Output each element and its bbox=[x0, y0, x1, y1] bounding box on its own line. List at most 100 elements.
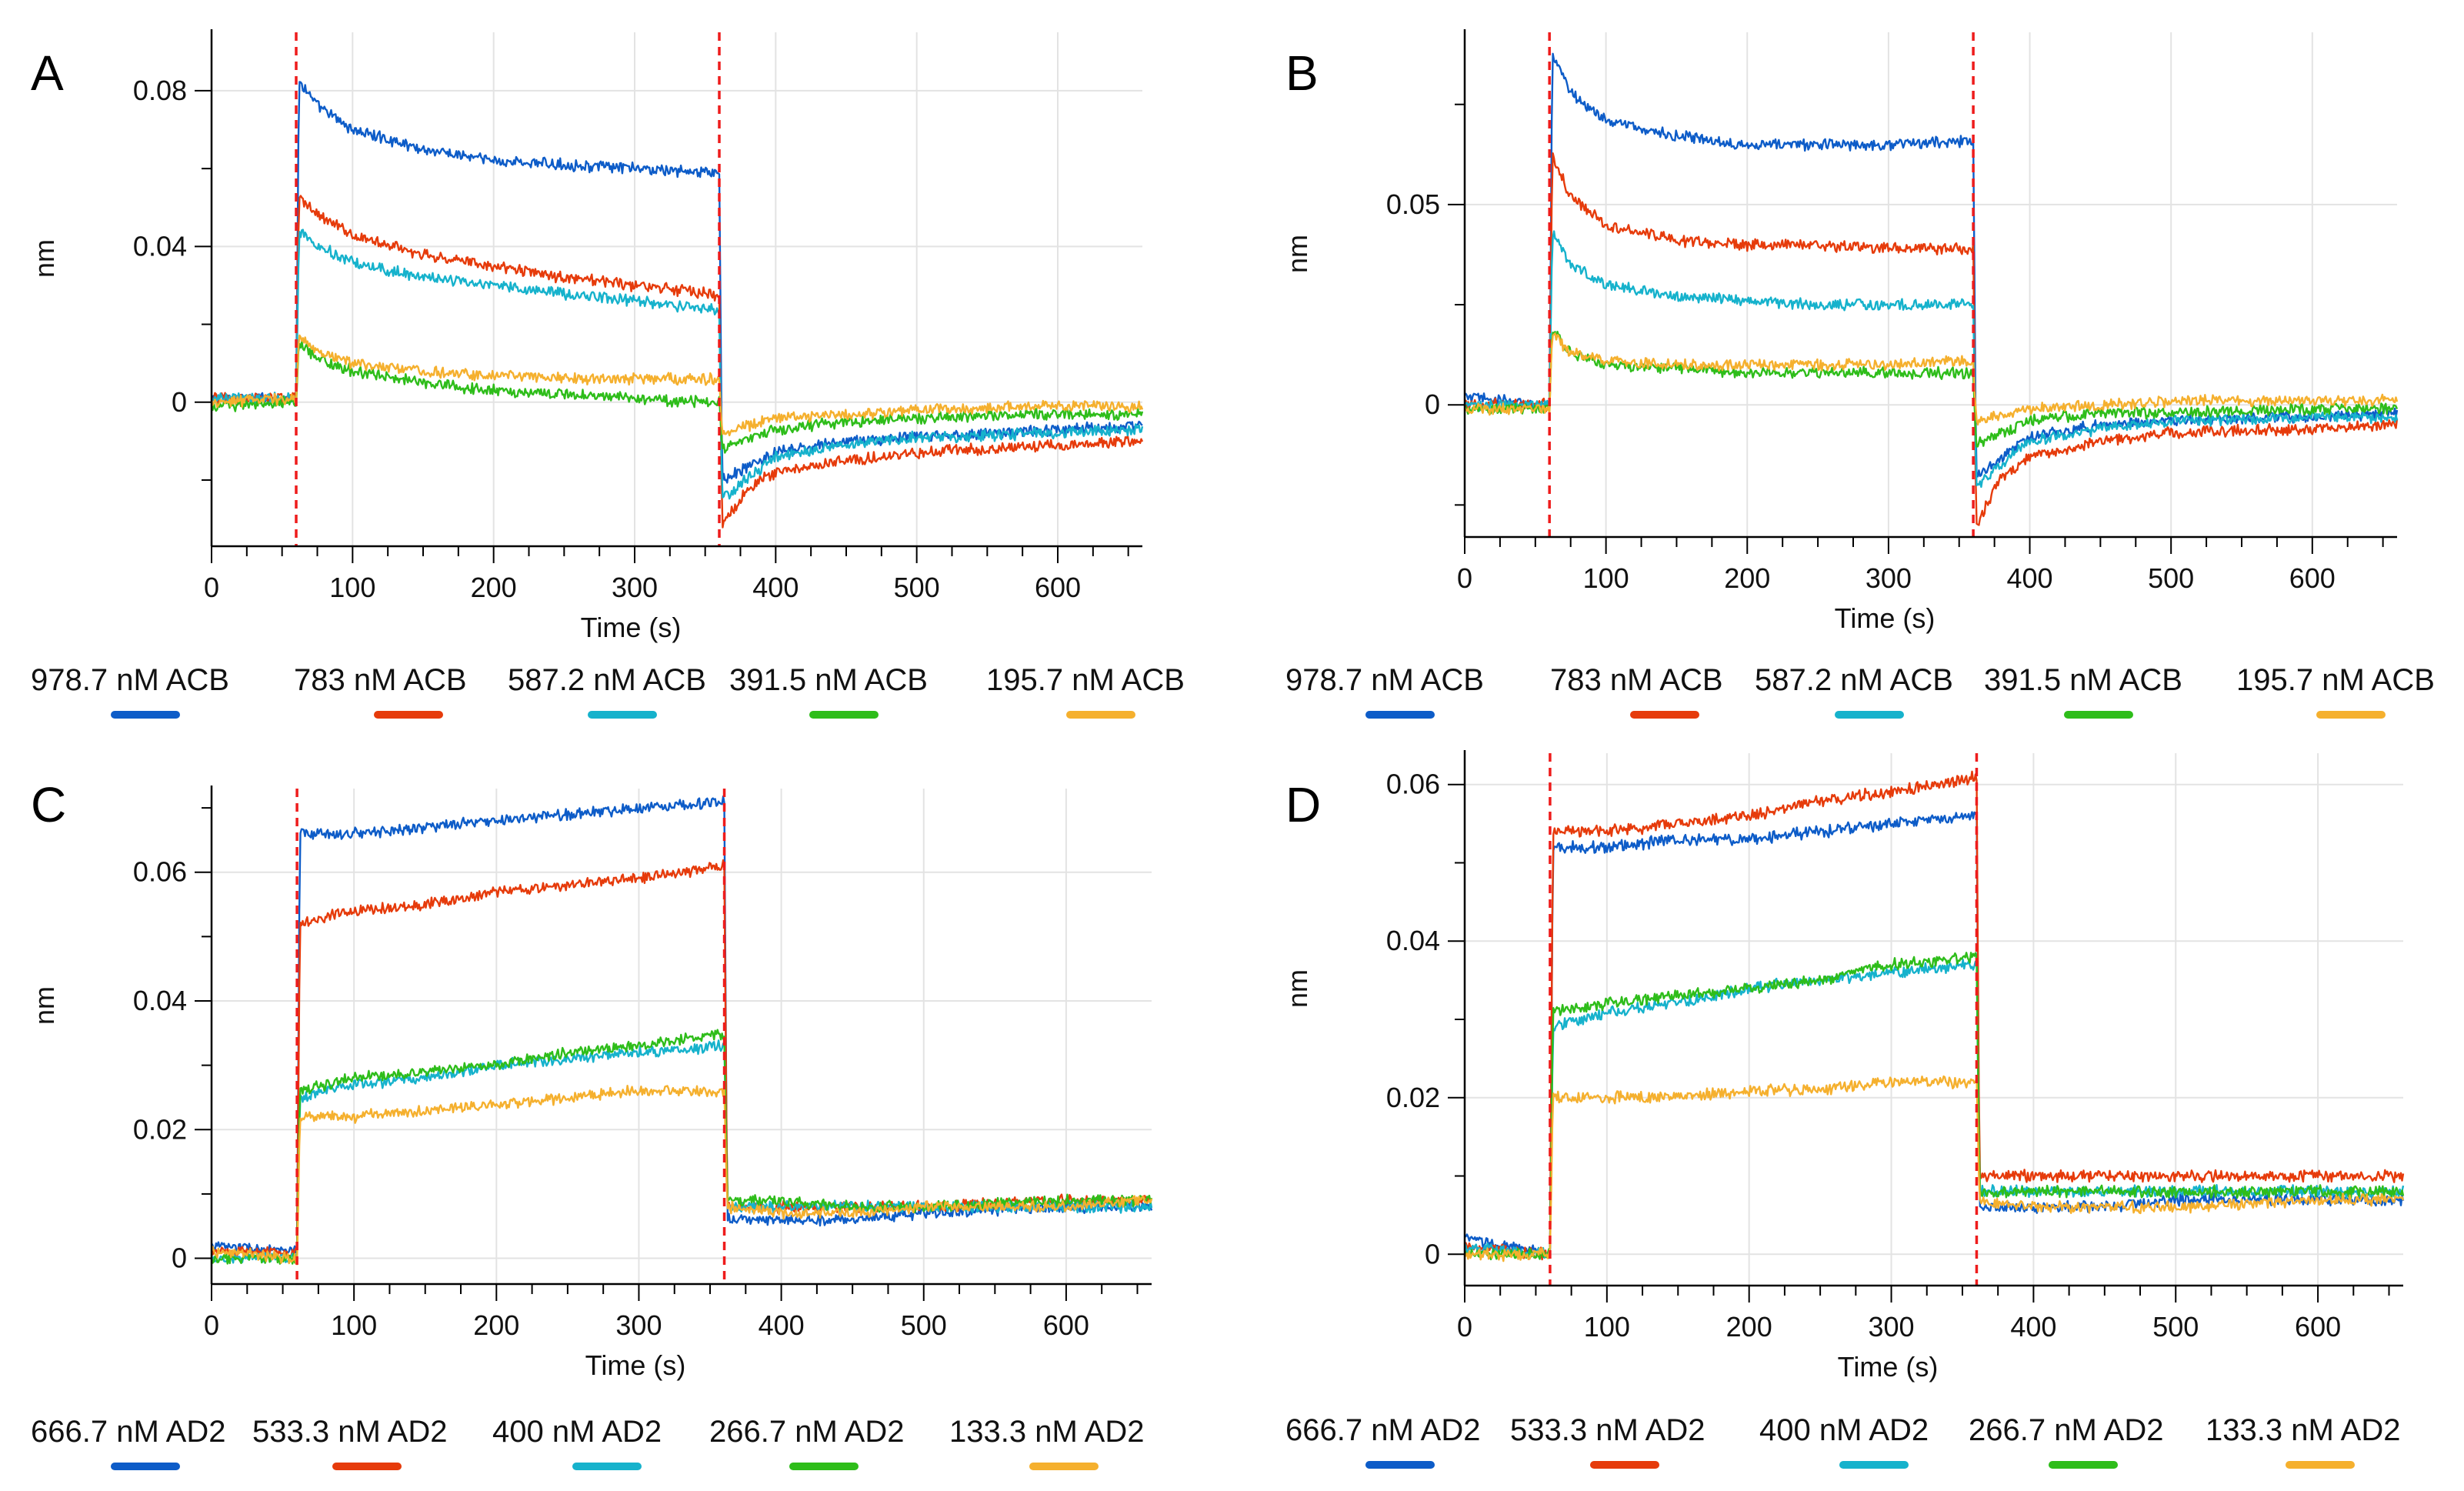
x-tick-label: 100 bbox=[1584, 1311, 1630, 1343]
legend-swatch bbox=[2064, 711, 2133, 719]
legend-label: 666.7 nM AD2 bbox=[31, 1415, 226, 1449]
legend-item: 978.7 nM ACB bbox=[31, 663, 229, 719]
x-tick-label: 300 bbox=[615, 1309, 662, 1341]
x-tick-label: 300 bbox=[1866, 562, 1912, 594]
x-tick-label: 600 bbox=[1043, 1309, 1089, 1341]
plot-area: 0 100 200 300 400 500 600 0 0.02 0.04 0.06 Time (s)… bbox=[1282, 750, 2405, 1383]
series-line bbox=[210, 795, 1153, 1255]
x-tick-label: 500 bbox=[2148, 562, 2194, 594]
grid bbox=[211, 32, 1142, 546]
series-group bbox=[1463, 770, 2405, 1263]
x-tick-label: 200 bbox=[1724, 562, 1770, 594]
x-tick-label: 100 bbox=[1583, 562, 1629, 594]
series-line bbox=[1463, 332, 2399, 426]
plot-area: 0 100 200 300 400 500 600 0 0.02 0.04 0.06 Time (s)… bbox=[28, 786, 1153, 1381]
legend-item: 587.2 nM ACB bbox=[508, 663, 706, 719]
y-tick-label: 0.04 bbox=[133, 985, 187, 1016]
legend-swatch bbox=[2316, 711, 2386, 719]
series-line bbox=[210, 1085, 1153, 1266]
legend-item: 133.3 nM AD2 bbox=[949, 1415, 1145, 1470]
y-tick-label: 0.04 bbox=[133, 230, 187, 262]
legend-item: 400 nM AD2 bbox=[1759, 1413, 1929, 1469]
chart-panel-c: C 0 100 200 300 400 500 600 0 0.02 0.04 0.06 Time (… bbox=[0, 746, 1232, 1491]
legend-label: 783 nM ACB bbox=[294, 663, 467, 697]
legend-item: 783 nM ACB bbox=[294, 663, 467, 719]
y-axis-label: nm bbox=[28, 239, 60, 278]
x-tick-label: 500 bbox=[901, 1309, 947, 1341]
x-axis-label: Time (s) bbox=[1838, 1351, 1939, 1383]
legend-label: 133.3 nM AD2 bbox=[2206, 1413, 2401, 1447]
series-line bbox=[210, 1029, 1153, 1265]
legend-label: 666.7 nM AD2 bbox=[1285, 1413, 1481, 1447]
legend-label: 266.7 nM AD2 bbox=[1969, 1413, 2164, 1447]
y-tick-label: 0 bbox=[172, 1242, 187, 1274]
y-tick-label: 0.02 bbox=[133, 1113, 187, 1145]
legend-item: 391.5 nM ACB bbox=[1984, 663, 2182, 719]
legend-swatch bbox=[111, 711, 180, 719]
x-tick-label: 400 bbox=[759, 1309, 805, 1341]
series-group bbox=[210, 81, 1144, 529]
legend-label: 391.5 nM ACB bbox=[729, 663, 928, 697]
legend-swatch bbox=[332, 1463, 402, 1470]
legend-swatch bbox=[2286, 1461, 2355, 1469]
x-tick-label: 100 bbox=[329, 572, 375, 603]
x-tick-label: 0 bbox=[204, 1309, 219, 1341]
legend-swatch bbox=[1630, 711, 1699, 719]
series-line bbox=[1464, 330, 2399, 448]
legend: 978.7 nM ACB 783 nM ACB 587.2 nM ACB 391… bbox=[0, 663, 1232, 725]
legend-label: 266.7 nM AD2 bbox=[709, 1415, 905, 1449]
legend-swatch bbox=[1365, 1461, 1435, 1469]
x-axis-label: Time (s) bbox=[585, 1349, 686, 1381]
legend-item: 266.7 nM AD2 bbox=[1969, 1413, 2164, 1469]
x-tick-label: 500 bbox=[894, 572, 940, 603]
y-tick-label: 0 bbox=[1425, 389, 1440, 420]
y-tick-label: 0.06 bbox=[1386, 769, 1440, 800]
legend-label: 978.7 nM ACB bbox=[1285, 663, 1484, 697]
x-tick-label: 0 bbox=[1457, 1311, 1472, 1343]
legend-item: 783 nM ACB bbox=[1550, 663, 1723, 719]
x-tick-label: 300 bbox=[1869, 1311, 1915, 1343]
chart-panel-b: B 0 100 200 300 400 500 600 0 0.05 Time (s) nm 978… bbox=[1232, 0, 2464, 746]
legend-label: 533.3 nM AD2 bbox=[252, 1415, 448, 1449]
series-line bbox=[210, 340, 1144, 454]
y-tick-label: 0 bbox=[1425, 1238, 1440, 1269]
legend-item: 666.7 nM AD2 bbox=[1285, 1413, 1481, 1469]
legend-label: 133.3 nM AD2 bbox=[949, 1415, 1145, 1449]
y-axis-label: nm bbox=[1282, 235, 1313, 273]
series-line bbox=[1464, 152, 2399, 526]
legend-label: 400 nM AD2 bbox=[492, 1415, 662, 1449]
legend-item: 391.5 nM ACB bbox=[729, 663, 928, 719]
series-line bbox=[210, 334, 1144, 437]
series-group bbox=[210, 795, 1153, 1266]
legend: 666.7 nM AD2 533.3 nM AD2 400 nM AD2 266… bbox=[0, 1415, 1232, 1476]
y-axis-label: nm bbox=[28, 986, 60, 1025]
legend-swatch bbox=[2049, 1461, 2118, 1469]
legend-item: 266.7 nM AD2 bbox=[709, 1415, 905, 1470]
series-line bbox=[211, 228, 1144, 500]
legend-swatch bbox=[789, 1463, 859, 1470]
x-tick-label: 400 bbox=[2010, 1311, 2056, 1343]
series-line bbox=[1464, 230, 2399, 489]
series-line bbox=[210, 1039, 1153, 1264]
legend-swatch bbox=[1590, 1461, 1659, 1469]
panel-letter: A bbox=[31, 45, 64, 101]
panel-letter: B bbox=[1285, 45, 1319, 101]
legend-item: 533.3 nM AD2 bbox=[1510, 1413, 1705, 1469]
plot-area: 0 100 200 300 400 500 600 0 0.05 Time (s) nm bbox=[1282, 29, 2399, 634]
x-tick-label: 600 bbox=[1035, 572, 1081, 603]
legend-swatch bbox=[809, 711, 879, 719]
panel-letter: D bbox=[1285, 777, 1322, 832]
series-line bbox=[1463, 1075, 2405, 1263]
x-tick-label: 600 bbox=[2289, 562, 2336, 594]
x-tick-label: 300 bbox=[612, 572, 658, 603]
legend-label: 195.7 nM ACB bbox=[2236, 663, 2435, 697]
x-tick-label: 0 bbox=[204, 572, 219, 603]
legend-swatch bbox=[572, 1463, 642, 1470]
plot-area: 0 100 200 300 400 500 600 0 0.04 0.08 Time (s) nm bbox=[28, 29, 1144, 643]
series-group bbox=[1463, 52, 2399, 526]
chart-panel-d: D 0 100 200 300 400 500 600 0 0.02 0.04 0.06 Time (… bbox=[1232, 746, 2464, 1491]
series-line bbox=[210, 859, 1152, 1259]
x-axis-label: Time (s) bbox=[1835, 602, 1936, 634]
series-line bbox=[1463, 952, 2405, 1261]
x-tick-label: 600 bbox=[2295, 1311, 2341, 1343]
